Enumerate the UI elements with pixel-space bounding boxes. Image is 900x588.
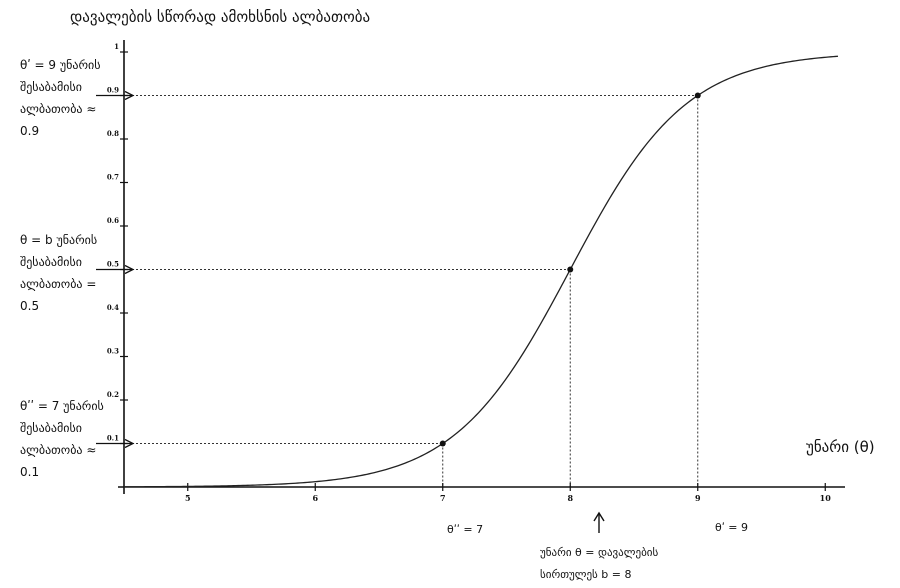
- annotation-theta-high: θʹ = 9 უნარის შესაბამისი ალბათობა ≈ 0.9: [20, 54, 100, 142]
- annotation-line: შესაბამისი: [20, 255, 82, 269]
- pointer-arrowhead: [124, 264, 135, 275]
- annotation-line: θʹʹ = 7 უნარის: [20, 399, 104, 413]
- annotation-line: θ = b უნარის: [20, 233, 98, 247]
- curve-point: [567, 266, 574, 273]
- annotation-line: შესაბამისი: [20, 421, 82, 435]
- y-tick-label: 1: [114, 42, 119, 51]
- x-tick-label: 6: [312, 493, 318, 503]
- logistic-curve: [123, 55, 839, 488]
- ticks: 5 6 7 8 9 10 0.1 0.2 0.3 0.4 0.5 0.6 0.7 0.8 0.9 1: [107, 42, 831, 503]
- theta-low-label: θʹʹ = 7: [447, 523, 484, 536]
- y-tick-label: 0.2: [107, 390, 119, 399]
- annotation-value: 0.1: [20, 465, 40, 479]
- annotation-theta-low: θʹʹ = 7 უნარის შესაბამისი ალბათობა ≈ 0.1: [20, 395, 104, 483]
- annotation-line: შესაბამისი: [20, 80, 82, 94]
- curve-point: [439, 440, 446, 447]
- y-tick-label: 0.1: [107, 434, 119, 443]
- annotation-value: 0.9: [20, 124, 40, 138]
- y-tick-label: 0.3: [107, 347, 119, 356]
- chart-title: დავალების სწორად ამოხსნის ალბათობა: [70, 8, 371, 26]
- y-tick-label: 0.4: [107, 303, 119, 312]
- axes: [118, 40, 845, 494]
- x-tick-label: 9: [695, 493, 701, 503]
- x-axis-title: უნარი (θ): [806, 438, 875, 456]
- annotation-value: 0.5: [20, 299, 40, 313]
- y-tick-label: 0.5: [107, 260, 119, 269]
- pointer-arrowhead: [124, 90, 135, 101]
- x-tick-label: 10: [820, 493, 832, 503]
- x-tick-label: 5: [185, 493, 191, 503]
- annotation-arrows: [96, 90, 135, 449]
- annotation-line: ალბათობა =: [20, 277, 97, 291]
- curve-point: [694, 92, 701, 99]
- difficulty-label-line2: სირთულეს b = 8: [540, 568, 632, 581]
- annotation-line: ალბათობა ≈: [20, 443, 97, 457]
- x-tick-label: 8: [567, 493, 573, 503]
- y-tick-label: 0.9: [107, 86, 119, 95]
- pointer-arrowhead: [124, 438, 135, 449]
- annotation-line: ალბათობა ≈: [20, 102, 97, 116]
- y-tick-label: 0.8: [107, 129, 119, 138]
- annotation-line: θʹ = 9 უნარის: [20, 58, 101, 72]
- difficulty-arrow: [593, 511, 605, 533]
- x-tick-label: 7: [440, 493, 446, 503]
- y-tick-label: 0.7: [107, 173, 119, 182]
- annotation-theta-b: θ = b უნარის შესაბამისი ალბათობა = 0.5: [20, 229, 97, 317]
- y-tick-label: 0.6: [107, 216, 119, 225]
- marked-points: [439, 92, 701, 447]
- difficulty-label-line1: უნარი θ = დავალების: [540, 546, 659, 559]
- guide-lines: [124, 95, 699, 487]
- theta-high-label: θʹ = 9: [715, 521, 748, 534]
